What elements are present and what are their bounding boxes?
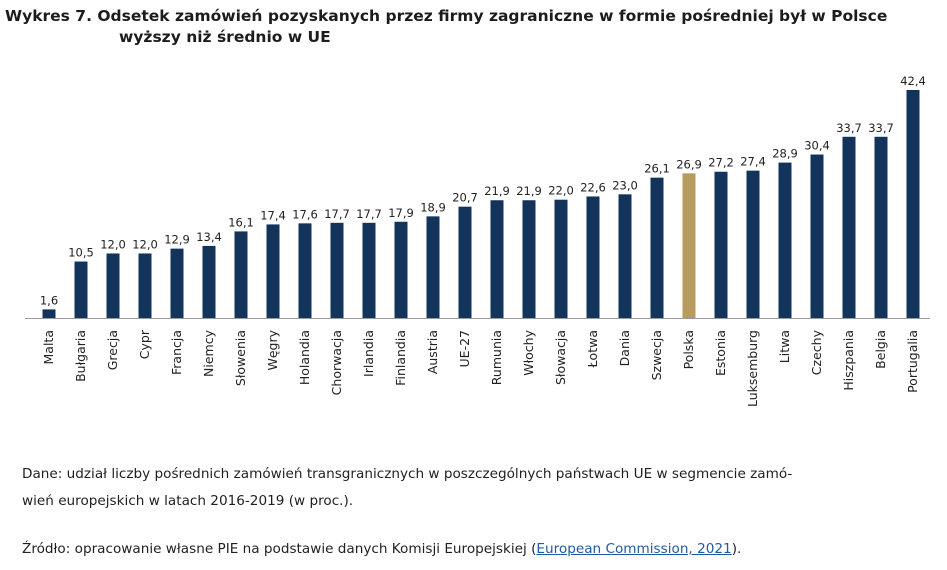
category-label-finlandia: Finlandia bbox=[393, 330, 408, 386]
category-labels-group: Malta Bułgaria Grecja Cypr Francja Niemcy Słow… bbox=[41, 329, 920, 407]
bar-irlandia bbox=[362, 222, 376, 318]
category-label-szwecja: Szwecja bbox=[649, 330, 664, 380]
value-label-polska: 26,9 bbox=[676, 157, 702, 171]
value-label-slowacja: 22,0 bbox=[548, 184, 574, 198]
category-label-chorwacja: Chorwacja bbox=[329, 330, 344, 395]
category-label-grecja: Grecja bbox=[105, 330, 120, 370]
bar-rumunia bbox=[490, 200, 504, 318]
value-label-wlochy: 21,9 bbox=[516, 184, 542, 198]
source-link[interactable]: European Commission, 2021 bbox=[536, 541, 732, 557]
source-suffix: ). bbox=[731, 541, 742, 557]
category-label-rumunia: Rumunia bbox=[489, 330, 504, 385]
bar-lotwa bbox=[586, 196, 600, 318]
source-note: Źródło: opracowanie własne PIE na podsta… bbox=[22, 536, 922, 563]
bar-chart: 1,6 10,5 12,0 12,0 12,9 13,4 16,1 17,4 17,6 17,7 1… bbox=[25, 74, 930, 407]
bar-hiszpania bbox=[842, 136, 856, 318]
category-label-slowacja: Słowacja bbox=[553, 330, 568, 385]
value-label-slowenia: 16,1 bbox=[228, 215, 254, 229]
category-label-litwa: Litwa bbox=[777, 330, 792, 363]
value-label-niemcy: 13,4 bbox=[196, 230, 222, 244]
value-labels-group: 1,6 10,5 12,0 12,0 12,9 13,4 16,1 17,4 17,6 17,7 1… bbox=[40, 74, 926, 307]
bar-czechy bbox=[810, 154, 824, 318]
value-label-czechy: 30,4 bbox=[804, 139, 830, 153]
bar-grecja bbox=[106, 253, 120, 318]
bar-francja bbox=[170, 248, 184, 318]
value-label-belgia: 33,7 bbox=[868, 121, 894, 135]
value-label-irlandia: 17,7 bbox=[356, 207, 382, 221]
value-label-litwa: 28,9 bbox=[772, 147, 798, 161]
category-label-hiszpania: Hiszpania bbox=[841, 330, 856, 391]
category-label-estonia: Estonia bbox=[713, 330, 728, 376]
chart-title-line-1: Wykres 7. Odsetek zamówień pozyskanych p… bbox=[5, 7, 888, 25]
category-label-luksemburg: Luksemburg bbox=[745, 330, 760, 407]
category-label-irlandia: Irlandia bbox=[361, 330, 376, 377]
bar-holandia bbox=[298, 223, 312, 318]
category-label-belgia: Belgia bbox=[873, 330, 888, 369]
bar-estonia bbox=[714, 171, 728, 318]
value-label-dania: 23,0 bbox=[612, 178, 638, 192]
category-label-francja: Francja bbox=[169, 330, 184, 375]
value-label-francja: 12,9 bbox=[164, 233, 190, 247]
bar-finlandia bbox=[394, 221, 408, 318]
category-label-portugalia: Portugalia bbox=[905, 330, 920, 393]
category-label-austria: Austria bbox=[425, 330, 440, 374]
value-label-portugalia: 42,4 bbox=[900, 74, 926, 88]
data-note-line-1: Dane: udział liczby pośrednich zamówień … bbox=[22, 466, 793, 482]
chart-title-line-2: wyższy niż średnio w UE bbox=[119, 28, 331, 46]
value-label-rumunia: 21,9 bbox=[484, 184, 510, 198]
data-note-line-2: wień europejskich w latach 2016-2019 (w … bbox=[22, 493, 354, 509]
bars-group bbox=[42, 90, 920, 318]
value-label-luksemburg: 27,4 bbox=[740, 155, 766, 169]
source-prefix: Źródło: opracowanie własne PIE na podsta… bbox=[22, 541, 537, 557]
bar-cypr bbox=[138, 253, 152, 318]
value-label-cypr: 12,0 bbox=[132, 237, 158, 251]
category-label-cypr: Cypr bbox=[137, 329, 152, 359]
category-label-holandia: Holandia bbox=[297, 330, 312, 385]
category-label-polska: Polska bbox=[681, 330, 696, 369]
bar-austria bbox=[426, 216, 440, 318]
bar-polska bbox=[682, 173, 696, 318]
value-label-hiszpania: 33,7 bbox=[836, 121, 862, 135]
value-label-szwecja: 26,1 bbox=[644, 162, 670, 176]
category-label-niemcy: Niemcy bbox=[201, 329, 216, 377]
bar-wlochy bbox=[522, 200, 536, 318]
bar-portugalia bbox=[906, 90, 920, 318]
bar-niemcy bbox=[202, 245, 216, 318]
value-label-austria: 18,9 bbox=[420, 200, 446, 214]
value-label-ue-27: 20,7 bbox=[452, 191, 478, 205]
bar-malta bbox=[42, 309, 56, 318]
category-label-slowenia: Słowenia bbox=[233, 330, 248, 386]
value-label-bulgaria: 10,5 bbox=[68, 246, 94, 260]
bar-ue-27 bbox=[458, 206, 472, 318]
value-label-finlandia: 17,9 bbox=[388, 206, 414, 220]
chart-title: Wykres 7. Odsetek zamówień pozyskanych p… bbox=[5, 6, 940, 48]
value-label-chorwacja: 17,7 bbox=[324, 207, 350, 221]
bar-slowenia bbox=[234, 231, 248, 318]
category-label-wlochy: Włochy bbox=[521, 329, 536, 375]
data-note: Dane: udział liczby pośrednich zamówień … bbox=[22, 461, 922, 515]
value-label-wegry: 17,4 bbox=[260, 208, 286, 222]
bar-slowacja bbox=[554, 199, 568, 318]
value-label-estonia: 27,2 bbox=[708, 156, 734, 170]
bar-wegry bbox=[266, 224, 280, 318]
value-label-lotwa: 22,6 bbox=[580, 180, 606, 194]
category-label-bulgaria: Bułgaria bbox=[73, 330, 88, 382]
value-label-holandia: 17,6 bbox=[292, 207, 318, 221]
bar-litwa bbox=[778, 162, 792, 318]
bar-bulgaria bbox=[74, 261, 88, 318]
bar-chorwacja bbox=[330, 222, 344, 318]
category-label-ue-27: UE-27 bbox=[457, 330, 472, 367]
bar-luksemburg bbox=[746, 170, 760, 318]
category-label-wegry: Węgry bbox=[265, 329, 280, 370]
bar-dania bbox=[618, 194, 632, 318]
category-label-malta: Malta bbox=[41, 330, 56, 364]
value-label-malta: 1,6 bbox=[40, 293, 58, 307]
category-label-dania: Dania bbox=[617, 330, 632, 366]
bar-szwecja bbox=[650, 177, 664, 318]
category-label-lotwa: Łotwa bbox=[585, 330, 600, 368]
bar-belgia bbox=[874, 136, 888, 318]
category-label-czechy: Czechy bbox=[809, 329, 824, 375]
value-label-grecja: 12,0 bbox=[100, 237, 126, 251]
